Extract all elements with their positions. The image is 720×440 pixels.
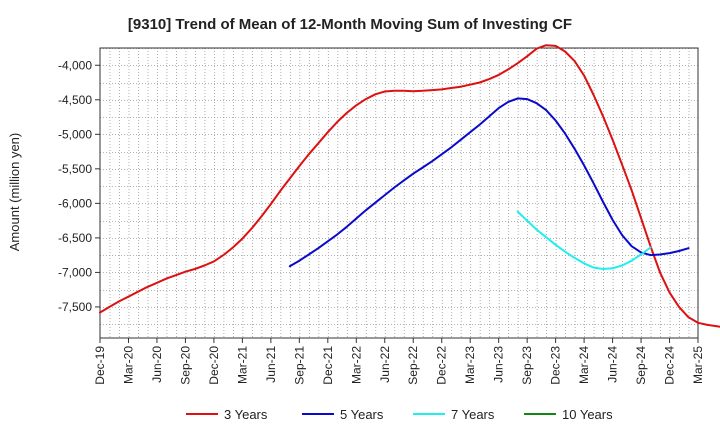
y-tick-label: -5,500 — [58, 162, 92, 176]
x-tick-label: Mar-24 — [577, 346, 591, 384]
plot-frame — [99, 47, 699, 339]
x-tick-label: Sep-21 — [292, 346, 306, 385]
series-line-5-years — [288, 97, 690, 268]
y-tick-label: -4,500 — [58, 93, 92, 107]
x-tick-label: Dec-21 — [321, 346, 335, 385]
y-tick-label: -7,500 — [58, 300, 92, 314]
x-tick-label: Dec-19 — [93, 346, 107, 385]
legend-label: 3 Years — [224, 407, 268, 422]
y-tick-label: -7,000 — [58, 265, 92, 279]
series-line-3-years — [99, 44, 720, 328]
x-tick-label: Jun-21 — [264, 346, 278, 383]
y-axis: -7,500 -7,000 -6,500 -6,000 -5,500 -5,000 -4,5… — [58, 58, 100, 314]
legend-label: 5 Years — [340, 407, 384, 422]
x-tick-label: Mar-25 — [691, 346, 705, 384]
x-tick-label: Sep-23 — [520, 346, 534, 385]
x-tick-label: Mar-20 — [121, 346, 135, 384]
x-tick-label: Jun-20 — [150, 346, 164, 383]
y-tick-label: -5,000 — [58, 127, 92, 141]
series-lines — [99, 44, 720, 328]
x-axis: Dec-19 Mar-20 Jun-20 Sep-20 Dec-20 Mar-21 Jun-… — [93, 338, 705, 385]
x-tick-label: Dec-24 — [663, 346, 677, 385]
x-tick-label: Jun-23 — [492, 346, 506, 383]
y-tick-label: -6,500 — [58, 231, 92, 245]
x-tick-label: Jun-24 — [606, 346, 620, 383]
x-tick-label: Mar-22 — [349, 346, 363, 384]
x-tick-label: Sep-20 — [178, 346, 192, 385]
x-tick-label: Mar-23 — [463, 346, 477, 384]
x-tick-label: Sep-24 — [634, 346, 648, 385]
x-tick-label: Dec-23 — [549, 346, 563, 385]
x-tick-label: Dec-20 — [207, 346, 221, 385]
legend-label: 10 Years — [562, 407, 613, 422]
y-tick-label: -6,000 — [58, 196, 92, 210]
legend: 3 Years 5 Years 7 Years 10 Years — [186, 407, 613, 422]
x-tick-label: Dec-22 — [435, 346, 449, 385]
series-line-7-years — [516, 210, 652, 270]
grid — [100, 48, 698, 338]
x-tick-label: Mar-21 — [235, 346, 249, 384]
x-tick-label: Jun-22 — [378, 346, 392, 383]
legend-label: 7 Years — [451, 407, 495, 422]
x-tick-label: Sep-22 — [406, 346, 420, 385]
y-axis-label: Amount (million yen) — [7, 133, 22, 252]
chart-title: [9310] Trend of Mean of 12-Month Moving … — [128, 16, 572, 33]
y-tick-label: -4,000 — [58, 58, 92, 72]
